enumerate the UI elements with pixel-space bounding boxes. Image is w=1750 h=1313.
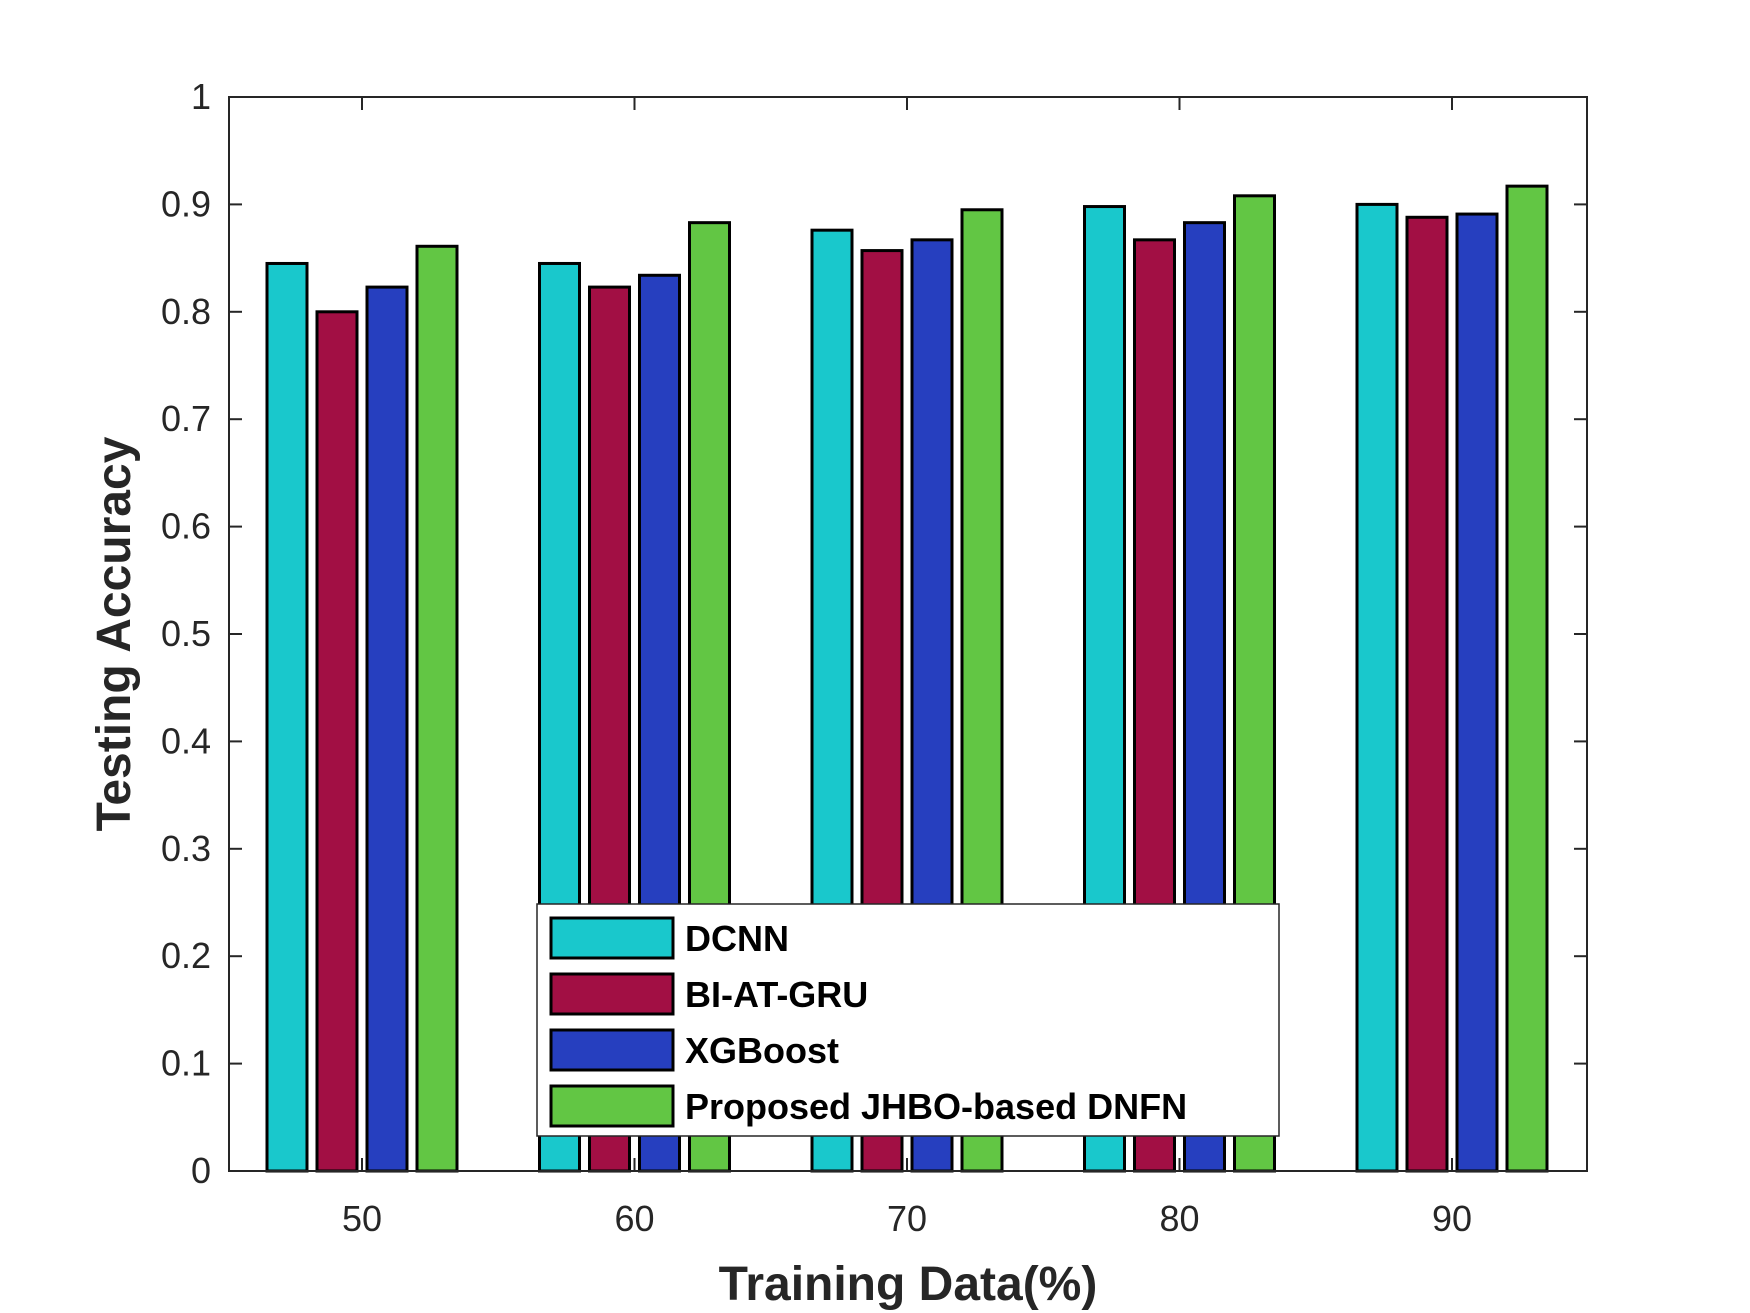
bar-bi-at-gru-50: [315, 310, 359, 1173]
y-tick-label: 0: [191, 1150, 211, 1191]
y-tick-label: 1: [191, 76, 211, 117]
y-tick-label: 0.5: [161, 613, 211, 654]
bar-bi-at-gru-90: [1405, 215, 1449, 1173]
legend-label: Proposed JHBO-based DNFN: [685, 1086, 1187, 1127]
legend: DCNN BI-AT-GRU XGBoost Proposed JHBO-based …: [536, 903, 1280, 1137]
legend-swatch-proposed-jhbo-based-dnfn: [549, 1084, 675, 1128]
legend-label: XGBoost: [685, 1030, 839, 1071]
y-tick-label: 0.9: [161, 183, 211, 224]
x-tick-label: 90: [1432, 1198, 1472, 1239]
legend-label: DCNN: [685, 918, 789, 959]
x-axis-title: Training Data(%): [719, 1258, 1098, 1311]
x-tick-labels: 50 60 70 80 90: [342, 1198, 1472, 1239]
x-tick-label: 80: [1159, 1198, 1199, 1239]
legend-label: BI-AT-GRU: [685, 974, 868, 1015]
plot-frame: [228, 96, 1588, 1172]
y-axis-title: Testing Accuracy: [88, 436, 141, 831]
y-tick-label: 0.8: [161, 291, 211, 332]
bar-proposed-jhbo-based-dnfn-50: [415, 244, 459, 1173]
y-tick-label: 0.3: [161, 828, 211, 869]
bar-xgboost-50: [365, 285, 409, 1173]
y-tick-label: 0.1: [161, 1043, 211, 1084]
bar-proposed-jhbo-based-dnfn-90: [1505, 184, 1549, 1173]
y-tick-labels: 0 0.1 0.2 0.3 0.4 0.5 0.6 0.7 0.8 0.9 1: [161, 76, 211, 1191]
x-tick-label: 50: [342, 1198, 382, 1239]
legend-swatch-bi-at-gru: [549, 972, 675, 1016]
x-tick-label: 70: [887, 1198, 927, 1239]
bar-dcnn-90: [1355, 202, 1399, 1173]
x-tick-label: 60: [614, 1198, 654, 1239]
bar-xgboost-90: [1455, 212, 1499, 1173]
y-tick-label: 0.7: [161, 398, 211, 439]
y-tick-label: 0.2: [161, 935, 211, 976]
legend-swatch-xgboost: [549, 1028, 675, 1072]
bar-dcnn-50: [265, 261, 309, 1173]
y-tick-label: 0.6: [161, 506, 211, 547]
y-tick-label: 0.4: [161, 720, 211, 761]
legend-swatch-dcnn: [549, 916, 675, 960]
axis-ticks: [229, 96, 1587, 1172]
